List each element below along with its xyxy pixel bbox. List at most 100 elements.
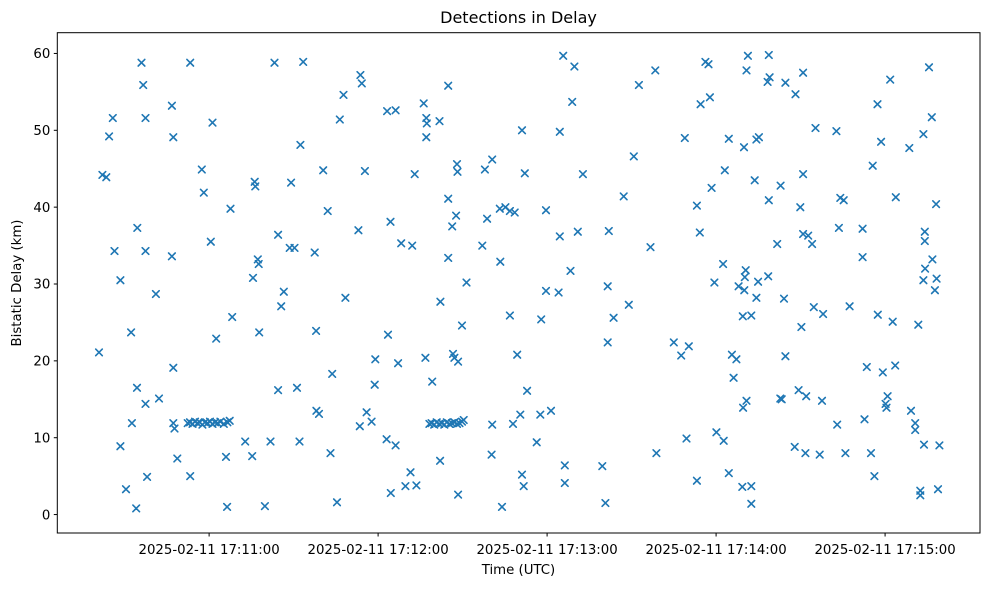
- data-point-marker: [339, 90, 348, 99]
- data-point-marker: [517, 470, 527, 479]
- data-point-marker: [167, 252, 176, 261]
- data-point-marker: [680, 133, 689, 143]
- data-point-marker: [799, 68, 808, 77]
- data-point-marker: [927, 113, 936, 122]
- data-point-marker: [858, 253, 867, 262]
- data-point-marker: [873, 100, 882, 109]
- y-tick-label: 20: [33, 355, 50, 370]
- data-point-marker: [488, 155, 497, 164]
- data-point-marker: [444, 81, 453, 90]
- data-point-marker: [371, 355, 380, 364]
- data-point-marker: [444, 253, 453, 262]
- data-point-marker: [116, 442, 125, 451]
- data-point-marker: [817, 396, 827, 405]
- data-point-marker: [603, 282, 612, 291]
- data-point-marker: [841, 449, 850, 458]
- data-point-marker: [537, 315, 546, 324]
- data-point-marker: [764, 272, 773, 281]
- data-point-marker: [845, 302, 854, 311]
- data-point-marker: [274, 386, 283, 395]
- data-point-marker: [781, 352, 790, 361]
- data-point-marker: [226, 204, 235, 213]
- data-point-marker: [729, 373, 738, 382]
- data-point-marker: [110, 246, 119, 256]
- data-point-marker: [811, 123, 820, 133]
- data-point-marker: [724, 469, 733, 478]
- data-point-marker: [132, 383, 142, 392]
- data-point-marker: [410, 170, 419, 179]
- x-tick-label: 2025-02-11 17:11:00: [138, 543, 279, 558]
- data-point-marker: [738, 482, 747, 491]
- data-point-marker: [747, 311, 756, 320]
- data-point-marker: [541, 286, 551, 295]
- data-point-marker: [932, 200, 941, 209]
- data-point-marker: [435, 117, 444, 126]
- data-point-marker: [570, 62, 579, 71]
- data-point-marker: [815, 450, 824, 459]
- data-point-marker: [206, 237, 215, 246]
- data-point-marker: [223, 502, 232, 511]
- data-point-marker: [619, 192, 628, 201]
- data-point-marker: [712, 428, 721, 437]
- data-point-marker: [747, 499, 756, 508]
- data-point-marker: [487, 450, 496, 459]
- data-point-marker: [781, 78, 790, 87]
- data-point-marker: [362, 408, 371, 417]
- data-point-marker: [878, 368, 887, 377]
- data-point-marker: [421, 353, 430, 362]
- data-point-marker: [705, 93, 714, 102]
- data-point-marker: [462, 278, 471, 287]
- data-point-marker: [419, 99, 428, 108]
- data-point-marker: [891, 193, 900, 202]
- data-point-marker: [799, 170, 808, 179]
- data-point-marker: [186, 58, 195, 67]
- data-point-marker: [422, 119, 431, 128]
- data-point-marker: [914, 320, 923, 329]
- data-point-marker: [141, 113, 150, 123]
- data-point-marker: [868, 161, 877, 170]
- data-point-marker: [394, 359, 403, 368]
- data-point-marker: [328, 369, 337, 378]
- data-point-marker: [555, 127, 564, 136]
- data-point-marker: [834, 223, 843, 232]
- data-point-marker: [310, 248, 319, 257]
- data-point-marker: [517, 126, 527, 135]
- y-tick-label: 60: [33, 47, 50, 62]
- data-point-marker: [796, 203, 805, 212]
- data-point-marker: [935, 441, 944, 450]
- data-point-marker: [877, 137, 886, 146]
- data-point-marker: [696, 100, 705, 109]
- data-point-marker: [888, 317, 897, 326]
- data-point-marker: [797, 322, 806, 332]
- data-point-marker: [720, 166, 729, 175]
- data-point-marker: [560, 478, 569, 488]
- data-point-marker: [742, 66, 751, 75]
- data-point-marker: [356, 70, 365, 80]
- data-point-marker: [436, 456, 445, 465]
- data-point-marker: [930, 286, 939, 295]
- data-point-marker: [279, 287, 288, 296]
- data-point-marker: [386, 217, 395, 226]
- data-point-marker: [541, 206, 551, 215]
- data-point-marker: [241, 437, 250, 446]
- data-point-marker: [173, 454, 182, 463]
- data-point-marker: [554, 288, 563, 297]
- data-point-marker: [560, 461, 569, 470]
- data-point-marker: [734, 282, 743, 291]
- data-point-marker: [882, 403, 891, 412]
- data-point-marker: [254, 259, 263, 269]
- data-point-marker: [839, 196, 848, 205]
- data-point-marker: [802, 392, 811, 401]
- data-point-marker: [652, 449, 661, 458]
- data-point-marker: [719, 436, 728, 445]
- y-axis-ticks: 0 10 20 30 40 50 60: [33, 47, 58, 523]
- data-point-marker: [444, 194, 453, 203]
- data-point-marker: [740, 286, 749, 295]
- data-point-marker: [295, 437, 304, 446]
- data-point-marker: [383, 330, 393, 339]
- data-point-marker: [932, 274, 941, 283]
- data-point-marker: [133, 223, 142, 232]
- data-point-marker: [357, 79, 366, 88]
- y-tick-label: 10: [33, 431, 50, 446]
